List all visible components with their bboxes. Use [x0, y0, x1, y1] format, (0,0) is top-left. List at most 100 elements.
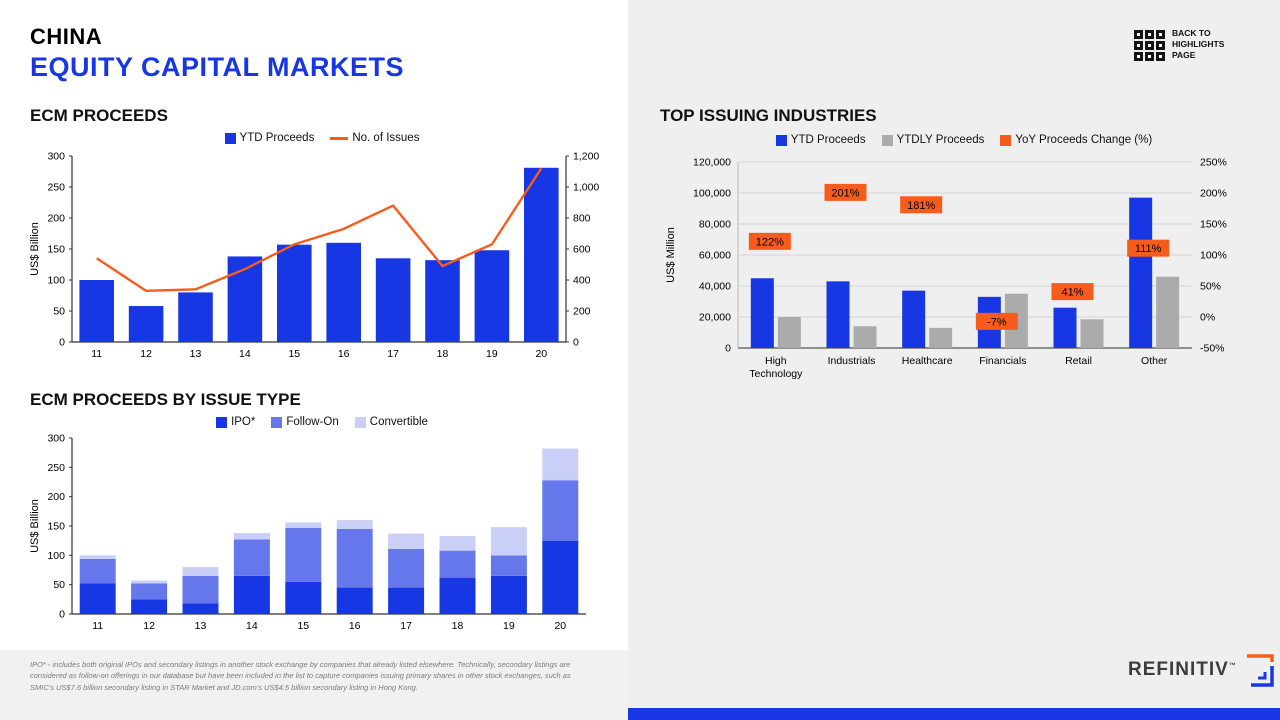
ecm-proceeds-by-issue-type-chart: IPO* Follow-On Convertible 0 50 100 150 200 250… — [26, 414, 618, 647]
svg-text:14: 14 — [246, 620, 258, 632]
legend-label: YoY Proceeds Change (%) — [1015, 134, 1153, 146]
grid-square — [1134, 41, 1143, 50]
svg-text:50%: 50% — [1200, 281, 1221, 293]
ipo-footnote: IPO* - includes both original IPOs and s… — [0, 650, 628, 720]
page-title: EQUITY CAPITAL MARKETS — [30, 52, 405, 82]
ipo--segment — [388, 587, 425, 614]
legend-item: No. of Issues — [330, 132, 419, 144]
legend-item: Follow-On — [271, 416, 339, 428]
ytdly-proceeds-bar — [1080, 319, 1104, 348]
convertible-segment — [336, 520, 373, 529]
svg-text:0: 0 — [59, 609, 65, 621]
svg-text:100: 100 — [47, 550, 65, 562]
convertible-segment — [182, 567, 219, 576]
svg-text:200%: 200% — [1200, 188, 1227, 200]
ytd-proceeds-bar — [128, 306, 164, 342]
svg-text:100,000: 100,000 — [693, 188, 731, 200]
industries-legend: YTD Proceeds YTDLY Proceeds YoY Proceeds C… — [658, 132, 1270, 148]
issue-type-legend: IPO* Follow-On Convertible — [26, 414, 618, 430]
svg-text:19: 19 — [503, 620, 515, 632]
svg-text:0: 0 — [573, 337, 579, 349]
follow-on-segment — [439, 550, 476, 578]
ytd-proceeds-bar — [750, 278, 774, 348]
yoy-change-label — [1127, 239, 1170, 257]
follow-on-segment — [542, 480, 579, 541]
svg-text:250: 250 — [47, 462, 65, 474]
svg-text:18: 18 — [437, 348, 449, 360]
svg-text:13: 13 — [190, 348, 202, 360]
yoy-change-label — [1051, 283, 1094, 301]
svg-text:60,000: 60,000 — [699, 250, 731, 262]
ecm-proceeds-plot: 0 50 100 150 200 250 300 0 200 400 600 800 1,000 1,20… — [29, 151, 599, 361]
legend-color-swatch — [216, 416, 228, 428]
convertible-segment — [233, 533, 270, 540]
ytdly-proceeds-bar — [929, 327, 953, 348]
refinitiv-wordmark: REFINITIV™ — [1128, 659, 1237, 680]
svg-text:16: 16 — [349, 620, 361, 632]
grid-square — [1145, 52, 1154, 61]
svg-text:150: 150 — [47, 244, 65, 256]
convertible-segment — [388, 533, 425, 549]
svg-text:15: 15 — [297, 620, 309, 632]
trademark-symbol: ™ — [1228, 662, 1237, 670]
ipo--segment — [131, 599, 168, 614]
ytd-proceeds-bar — [326, 242, 361, 342]
svg-text:16: 16 — [338, 348, 350, 360]
svg-text:US$ Billion: US$ Billion — [29, 222, 41, 276]
ipo--segment — [285, 581, 322, 614]
svg-text:20,000: 20,000 — [699, 312, 731, 324]
svg-text:120,000: 120,000 — [693, 157, 731, 169]
svg-text:1,000: 1,000 — [573, 182, 599, 194]
svg-text:Healthcare: Healthcare — [902, 355, 953, 367]
legend-color-swatch — [271, 416, 283, 428]
svg-text:15: 15 — [288, 348, 300, 360]
svg-text:-7%: -7% — [987, 316, 1007, 328]
no-of-issues-line — [96, 167, 543, 293]
top-issuing-industries-heading: TOP ISSUING INDUSTRIES — [660, 106, 877, 125]
convertible-segment — [439, 535, 476, 551]
ipo--segment — [542, 540, 579, 614]
ytd-proceeds-bar — [1053, 307, 1077, 348]
svg-text:Technology: Technology — [749, 368, 803, 380]
convertible-segment — [542, 448, 579, 481]
svg-text:14: 14 — [239, 348, 251, 360]
svg-text:150: 150 — [47, 521, 65, 533]
legend-label: YTD Proceeds — [790, 134, 866, 146]
legend-color-swatch — [354, 416, 366, 428]
convertible-segment — [490, 527, 527, 556]
back-link-line: BACK TO — [1172, 28, 1211, 38]
legend-item: YTDLY Proceeds — [881, 134, 984, 146]
svg-text:250%: 250% — [1200, 157, 1227, 169]
ecm-proceeds-legend: YTD Proceeds No. of Issues — [26, 130, 618, 146]
grid-square — [1145, 30, 1154, 39]
svg-text:0: 0 — [725, 343, 731, 355]
ecm-proceeds-chart: YTD Proceeds No. of Issues 0 50 100 150 200 25… — [26, 130, 618, 391]
svg-text:18: 18 — [452, 620, 464, 632]
yoy-change-label — [975, 312, 1018, 330]
back-to-highlights-label: BACK TO HIGHLIGHTS PAGE — [1172, 28, 1224, 61]
ipo--segment — [79, 583, 116, 614]
ytd-proceeds-bar — [1129, 197, 1153, 348]
follow-on-segment — [336, 528, 373, 588]
back-to-highlights-link[interactable]: BACK TO HIGHLIGHTS PAGE — [1134, 28, 1224, 61]
svg-text:800: 800 — [573, 213, 591, 225]
svg-text:50: 50 — [53, 579, 65, 591]
highlights-grid-icon — [1134, 30, 1165, 61]
ytd-proceeds-bar — [474, 250, 510, 342]
svg-text:150%: 150% — [1200, 219, 1227, 231]
convertible-segment — [131, 580, 168, 584]
legend-color-swatch — [775, 134, 787, 146]
legend-item: Convertible — [354, 416, 428, 428]
legend-item: YTD Proceeds — [224, 132, 314, 144]
svg-text:11: 11 — [92, 620, 103, 632]
follow-on-segment — [131, 583, 168, 600]
convertible-segment — [79, 555, 116, 559]
follow-on-segment — [490, 555, 527, 576]
svg-text:201%: 201% — [831, 187, 859, 199]
ytdly-proceeds-bar — [777, 317, 801, 348]
svg-text:Industrials: Industrials — [828, 355, 876, 367]
svg-text:200: 200 — [47, 213, 65, 225]
svg-text:20: 20 — [554, 620, 566, 632]
ipo--segment — [233, 575, 270, 614]
grid-square — [1134, 52, 1143, 61]
